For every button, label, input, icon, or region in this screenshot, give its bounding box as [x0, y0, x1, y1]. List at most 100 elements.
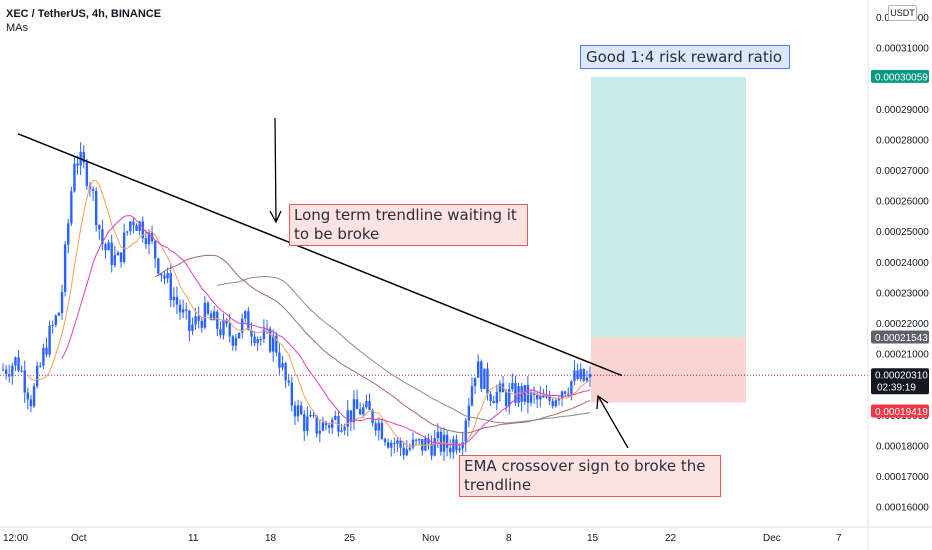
candle-body[interactable]: [340, 430, 343, 432]
candle-body[interactable]: [272, 335, 275, 352]
candle-body[interactable]: [126, 231, 129, 233]
candle-body[interactable]: [467, 405, 471, 421]
candle-body[interactable]: [60, 291, 64, 313]
candle-body[interactable]: [206, 302, 210, 314]
candle-body[interactable]: [445, 434, 449, 448]
candle-body[interactable]: [32, 386, 36, 407]
candle-body[interactable]: [101, 229, 104, 245]
candle-body[interactable]: [200, 320, 203, 328]
candle-body[interactable]: [8, 374, 11, 377]
candle-body[interactable]: [306, 416, 309, 432]
candle-body[interactable]: [402, 447, 405, 456]
candle-body[interactable]: [160, 273, 163, 276]
candle-body[interactable]: [383, 439, 387, 443]
candle-body[interactable]: [508, 389, 511, 407]
candle-body[interactable]: [495, 392, 499, 404]
candle-body[interactable]: [42, 347, 45, 366]
candle-body[interactable]: [35, 366, 39, 387]
candle-body[interactable]: [573, 370, 576, 382]
candle-body[interactable]: [405, 449, 408, 456]
candle-body[interactable]: [212, 311, 216, 321]
candle-body[interactable]: [70, 191, 73, 224]
candle-body[interactable]: [231, 336, 235, 346]
candle-body[interactable]: [386, 442, 390, 448]
candle-body[interactable]: [54, 315, 57, 325]
candle-body[interactable]: [11, 365, 14, 377]
candle-body[interactable]: [318, 430, 321, 434]
candle-body[interactable]: [278, 352, 281, 368]
long-term-trendline[interactable]: [17, 133, 623, 377]
candle-body[interactable]: [536, 394, 539, 400]
candle-body[interactable]: [417, 439, 421, 441]
currency-button[interactable]: USDT: [888, 5, 917, 21]
candle-body[interactable]: [122, 232, 126, 263]
target-zone[interactable]: [591, 76, 746, 338]
candle-body[interactable]: [430, 443, 433, 456]
candle-body[interactable]: [240, 318, 244, 333]
candle-body[interactable]: [309, 414, 312, 417]
candle-body[interactable]: [1, 369, 5, 371]
candle-body[interactable]: [511, 382, 514, 390]
candle-body[interactable]: [424, 438, 427, 451]
candle-body[interactable]: [473, 377, 477, 387]
rr-annotation[interactable]: Good 1:4 risk reward ratio: [580, 45, 790, 69]
candle-body[interactable]: [256, 338, 259, 344]
candle-body[interactable]: [470, 386, 474, 406]
candle-body[interactable]: [299, 405, 303, 415]
candle-body[interactable]: [14, 357, 17, 366]
candle-body[interactable]: [116, 252, 120, 256]
candle-body[interactable]: [436, 431, 440, 439]
candle-body[interactable]: [498, 383, 502, 393]
candle-body[interactable]: [570, 381, 573, 394]
candle-body[interactable]: [349, 410, 353, 423]
candle-body[interactable]: [433, 438, 436, 456]
candle-body[interactable]: [414, 439, 418, 441]
candle-body[interactable]: [352, 399, 356, 423]
candle-body[interactable]: [250, 330, 253, 337]
candle-body[interactable]: [141, 221, 144, 239]
candle-body[interactable]: [113, 255, 117, 266]
candle-body[interactable]: [39, 365, 42, 367]
candle-body[interactable]: [368, 401, 371, 410]
candle-body[interactable]: [29, 399, 33, 407]
candle-body[interactable]: [576, 370, 579, 379]
candle-body[interactable]: [539, 395, 542, 400]
stop-zone[interactable]: [591, 337, 746, 403]
candle-body[interactable]: [262, 329, 266, 340]
candle-body[interactable]: [228, 323, 231, 337]
candle-body[interactable]: [253, 336, 256, 344]
candle-body[interactable]: [110, 242, 113, 266]
candle-body[interactable]: [567, 393, 570, 395]
candle-body[interactable]: [551, 401, 554, 407]
candle-body[interactable]: [532, 392, 536, 395]
candle-body[interactable]: [166, 273, 169, 279]
candle-body[interactable]: [268, 328, 272, 352]
candle-body[interactable]: [324, 422, 328, 426]
candle-body[interactable]: [209, 313, 213, 321]
candle-body[interactable]: [452, 439, 455, 453]
candle-body[interactable]: [476, 361, 480, 378]
candle-body[interactable]: [104, 244, 107, 251]
candle-body[interactable]: [557, 399, 561, 401]
candle-body[interactable]: [94, 190, 98, 226]
candle-body[interactable]: [191, 324, 194, 331]
candle-body[interactable]: [234, 338, 238, 346]
candle-body[interactable]: [331, 419, 334, 428]
candle-body[interactable]: [247, 311, 250, 331]
candle-body[interactable]: [144, 238, 148, 245]
candle-body[interactable]: [355, 399, 359, 410]
candle-body[interactable]: [517, 386, 520, 403]
candle-body[interactable]: [225, 319, 228, 324]
candle-body[interactable]: [63, 244, 67, 292]
candle-body[interactable]: [147, 232, 151, 245]
candle-body[interactable]: [91, 189, 95, 191]
candle-body[interactable]: [312, 414, 315, 416]
candle-body[interactable]: [216, 311, 219, 330]
candle-body[interactable]: [588, 374, 592, 378]
candle-body[interactable]: [374, 423, 377, 431]
candle-body[interactable]: [327, 425, 331, 428]
candle-body[interactable]: [197, 316, 200, 321]
candle-body[interactable]: [26, 392, 30, 400]
trendline-annotation[interactable]: Long term trendline waiting it to be bro…: [289, 204, 528, 246]
ema-annotation[interactable]: EMA crossover sign to broke the trendlin…: [459, 455, 721, 497]
